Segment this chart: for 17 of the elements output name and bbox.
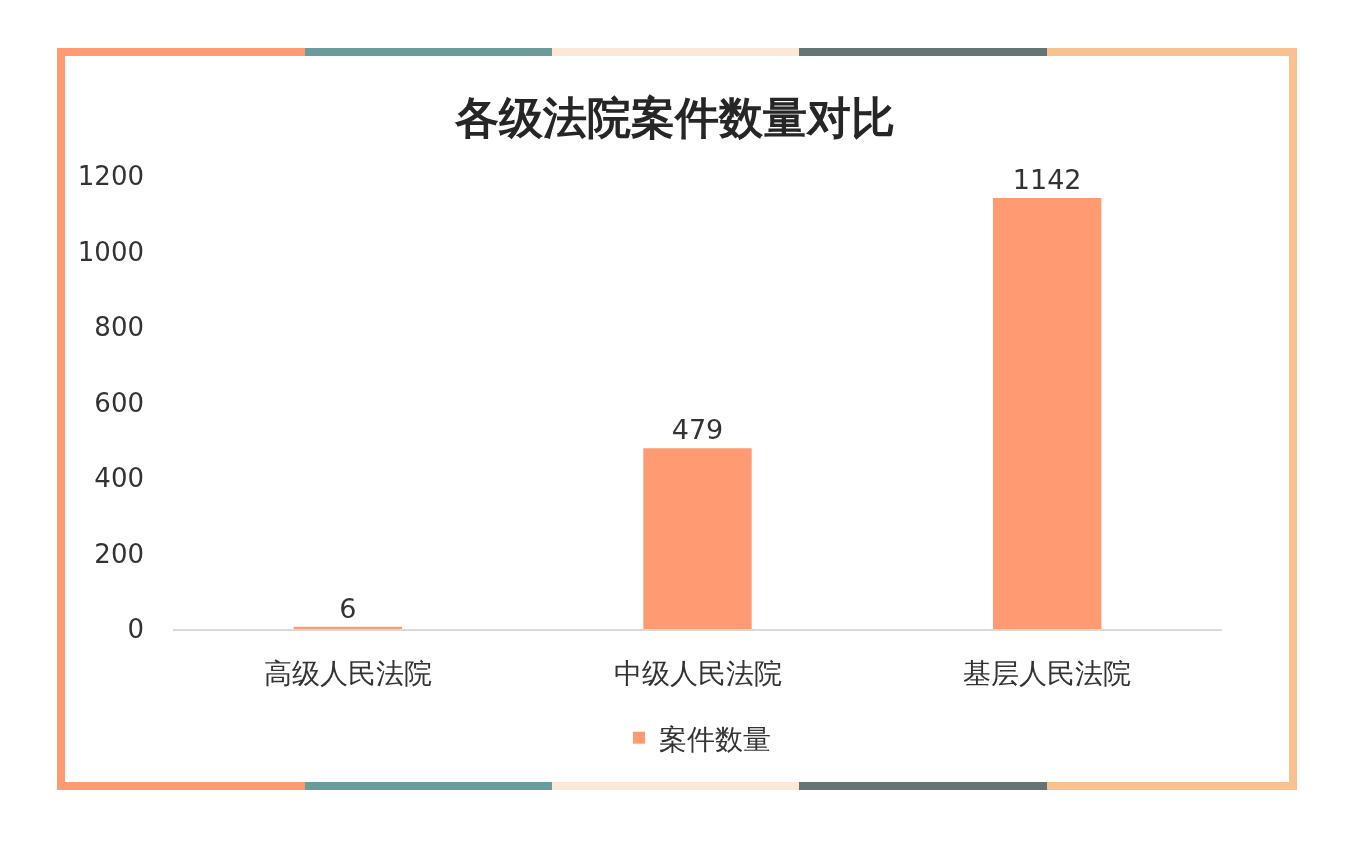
y-tick-label: 1000 [77, 236, 144, 267]
chart-title: 各级法院案件数量对比 [454, 92, 895, 144]
x-tick-label: 基层人民法院 [963, 656, 1132, 690]
data-label: 1142 [1012, 163, 1082, 195]
y-tick-label: 600 [94, 387, 144, 418]
bar [992, 197, 1102, 629]
y-tick-label: 400 [94, 463, 144, 494]
data-label: 6 [339, 592, 357, 624]
y-tick-label: 800 [94, 312, 144, 343]
data-label: 479 [671, 414, 724, 446]
y-tick-label: 0 [127, 614, 144, 645]
x-tick-label: 高级人民法院 [263, 656, 432, 690]
y-tick-label: 1200 [77, 161, 144, 192]
y-tick-label: 200 [94, 538, 144, 569]
bar [643, 448, 752, 629]
legend-label: 案件数量 [659, 722, 771, 756]
x-tick-label: 中级人民法院 [613, 656, 782, 690]
